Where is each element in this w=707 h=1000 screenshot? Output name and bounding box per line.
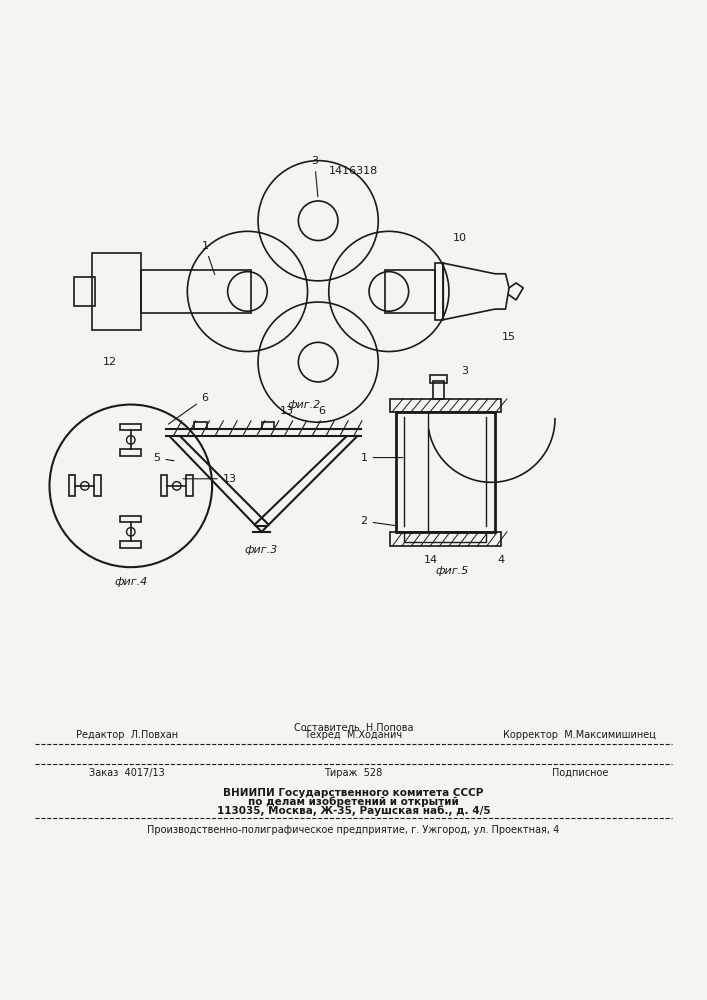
Text: фиг.5: фиг.5 xyxy=(436,566,469,576)
Bar xyxy=(141,270,251,313)
Text: Тираж  528: Тираж 528 xyxy=(325,768,382,778)
Text: 12: 12 xyxy=(103,357,117,367)
Text: 13: 13 xyxy=(183,474,237,484)
Text: 2: 2 xyxy=(361,516,397,526)
Bar xyxy=(390,399,501,412)
Bar xyxy=(390,532,501,546)
Bar xyxy=(74,277,95,306)
Text: Корректор  М.Максимишинец: Корректор М.Максимишинец xyxy=(503,730,656,740)
Bar xyxy=(120,516,141,522)
Bar xyxy=(262,422,274,429)
Bar xyxy=(186,475,192,496)
Bar xyxy=(94,475,100,496)
Bar xyxy=(385,270,435,313)
Text: 3: 3 xyxy=(311,156,318,197)
Bar xyxy=(120,424,141,430)
Bar xyxy=(435,263,443,320)
Text: Производственно-полиграфическое предприятие, г. Ужгород, ул. Проектная, 4: Производственно-полиграфическое предприя… xyxy=(147,825,560,835)
Text: фиг.2: фиг.2 xyxy=(287,400,321,410)
Text: 113035, Москва, Ж-35, Раушская наб., д. 4/5: 113035, Москва, Ж-35, Раушская наб., д. … xyxy=(216,805,491,816)
Text: 14: 14 xyxy=(424,555,438,565)
Text: 1: 1 xyxy=(361,453,403,463)
Text: 3: 3 xyxy=(461,366,468,376)
Text: ВНИИПИ Государственного комитета СССР: ВНИИПИ Государственного комитета СССР xyxy=(223,788,484,798)
Text: фиг.4: фиг.4 xyxy=(114,577,148,587)
Text: 1416318: 1416318 xyxy=(329,166,378,176)
Text: Заказ  4017/13: Заказ 4017/13 xyxy=(89,768,165,778)
Text: 10: 10 xyxy=(452,233,467,243)
Text: фиг.3: фиг.3 xyxy=(245,545,279,555)
Bar xyxy=(160,475,167,496)
Bar xyxy=(404,532,486,542)
Text: 15: 15 xyxy=(502,332,516,342)
Bar xyxy=(92,253,141,330)
Text: 13: 13 xyxy=(279,406,293,416)
Text: 1: 1 xyxy=(201,241,215,275)
Bar xyxy=(396,412,495,532)
Text: Редактор  Л.Повхан: Редактор Л.Повхан xyxy=(76,730,178,740)
Bar xyxy=(120,541,141,548)
Text: 5: 5 xyxy=(153,453,174,463)
Bar xyxy=(120,449,141,456)
Text: 6: 6 xyxy=(168,393,209,424)
Text: по делам изобретений и открытий: по делам изобретений и открытий xyxy=(248,797,459,807)
Text: Составитель  Н.Попова: Составитель Н.Попова xyxy=(293,723,414,733)
Bar xyxy=(69,475,75,496)
Bar xyxy=(430,375,447,383)
Text: 6: 6 xyxy=(318,406,325,416)
Text: Подписное: Подписное xyxy=(551,768,608,778)
Text: Техред  М.Ходанич: Техред М.Ходанич xyxy=(305,730,402,740)
Text: 4: 4 xyxy=(497,555,504,565)
Bar xyxy=(194,422,207,429)
Bar xyxy=(433,381,444,399)
